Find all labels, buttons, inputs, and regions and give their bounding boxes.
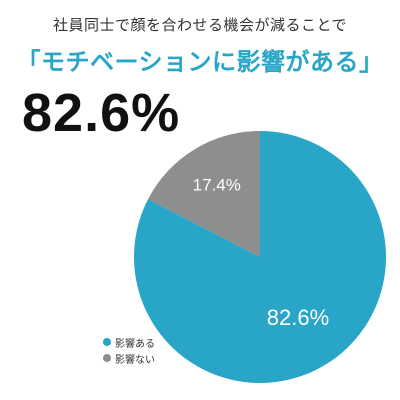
chart-headline: 「モチベーションに影響がある」 — [16, 48, 384, 76]
legend-swatch-not-affected — [103, 354, 111, 362]
legend-label-affected: 影響ある — [115, 338, 155, 350]
slice-label-not-affected: 17.4% — [193, 175, 241, 194]
legend-label-not-affected: 影響ない — [115, 354, 155, 366]
headline-percentage: 82.6% — [22, 83, 181, 143]
chart-legend: 影響ある 影響ない — [103, 334, 155, 366]
legend-swatch-affected — [103, 338, 111, 346]
legend-item-affected: 影響ある — [103, 334, 155, 350]
pie-slice-not-affected — [148, 131, 260, 257]
legend-item-not-affected: 影響ない — [103, 350, 155, 366]
chart-subtitle: 社員同士で顔を合わせる機会が減ることで — [52, 16, 348, 34]
slice-label-affected: 82.6% — [267, 305, 329, 330]
